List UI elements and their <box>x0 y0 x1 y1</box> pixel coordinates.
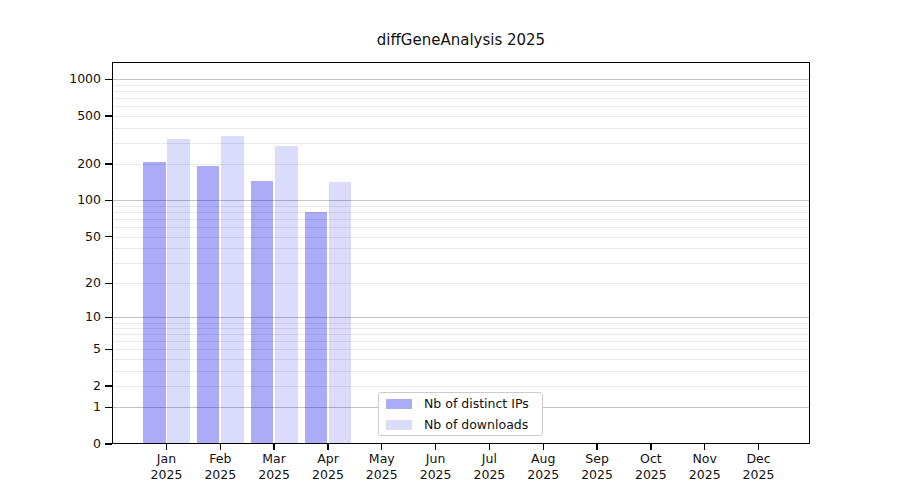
x-tick-mark <box>758 444 759 450</box>
x-tick-label-feb: Feb 2025 <box>190 451 250 483</box>
x-tick-mark <box>543 444 544 450</box>
legend-label-downloads: Nb of downloads <box>424 417 528 432</box>
x-tick-mark <box>650 444 651 450</box>
x-tick-label-jul: Jul 2025 <box>459 451 519 483</box>
legend: Nb of distinct IPs Nb of downloads <box>378 392 543 436</box>
x-tick-mark <box>220 444 221 450</box>
x-tick-label-jan: Jan 2025 <box>137 451 197 483</box>
legend-row-distinct-ips: Nb of distinct IPs <box>379 393 542 415</box>
x-tick-mark <box>381 444 382 450</box>
x-tick-label-oct: Oct 2025 <box>621 451 681 483</box>
distinct-ips-swatch <box>386 399 412 409</box>
x-tick-mark <box>327 444 328 450</box>
x-tick-label-apr: Apr 2025 <box>298 451 358 483</box>
x-tick-label-dec: Dec 2025 <box>729 451 789 483</box>
x-tick-label-sep: Sep 2025 <box>567 451 627 483</box>
x-tick-label-aug: Aug 2025 <box>513 451 573 483</box>
x-tick-mark <box>435 444 436 450</box>
x-tick-label-nov: Nov 2025 <box>675 451 735 483</box>
x-tick-label-jun: Jun 2025 <box>406 451 466 483</box>
x-tick-mark <box>704 444 705 450</box>
x-tick-mark <box>166 444 167 450</box>
downloads-swatch <box>386 420 412 430</box>
x-tick-mark <box>489 444 490 450</box>
x-tick-label-mar: Mar 2025 <box>244 451 304 483</box>
legend-row-downloads: Nb of downloads <box>379 414 542 436</box>
download-stats-figure: diffGeneAnalysis 2025 012510205010020050… <box>0 0 900 500</box>
x-tick-mark <box>273 444 274 450</box>
x-tick-label-may: May 2025 <box>352 451 412 483</box>
legend-label-distinct-ips: Nb of distinct IPs <box>424 396 529 411</box>
x-tick-mark <box>596 444 597 450</box>
